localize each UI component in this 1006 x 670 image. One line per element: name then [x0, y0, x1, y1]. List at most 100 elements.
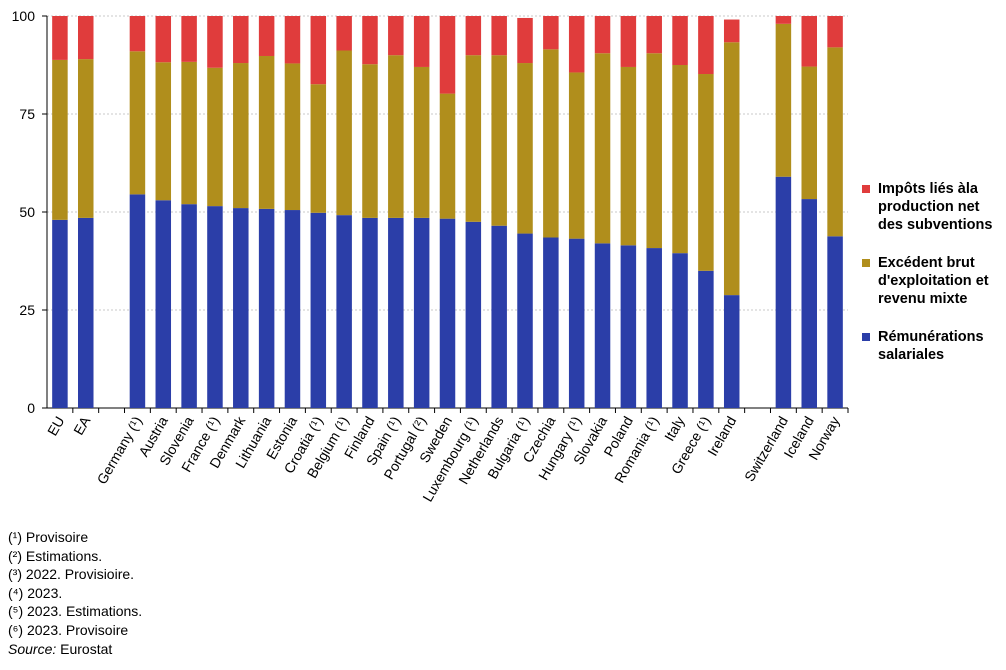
bar-segment [775, 23, 792, 177]
bar-segment [388, 55, 404, 218]
bar-segment [413, 66, 430, 218]
bar-segment [310, 212, 327, 408]
bar-segment [594, 53, 611, 244]
bar-segment [413, 16, 430, 67]
bar-segment [258, 55, 275, 209]
bar-segment [439, 218, 456, 408]
bar-segment [207, 206, 223, 408]
bar-segment [775, 16, 792, 24]
bar-segment [594, 243, 611, 408]
bar-segment [594, 16, 611, 54]
bar-segment [465, 16, 482, 56]
bar-segment [207, 67, 223, 207]
bar-segment [78, 217, 94, 408]
legend-label-taxes: Impôts liés àla production net des subve… [878, 181, 993, 233]
bar-segment [698, 16, 714, 75]
footnotes: (¹) Provisoire (²) Estimations. (³) 2022… [8, 528, 142, 658]
bar-segment [723, 19, 740, 43]
bar-segment [620, 66, 637, 246]
bar-segment [543, 16, 559, 50]
bar-segment [439, 93, 456, 219]
bar-segment [465, 55, 482, 222]
bar-segment [491, 16, 507, 56]
y-tick-label: 50 [19, 204, 35, 220]
source-text: Eurostat [56, 640, 113, 657]
bar-segment [129, 16, 146, 52]
bar-segment [672, 65, 688, 254]
bar-segment [310, 16, 327, 85]
bar-segment [181, 16, 197, 62]
bar-segment [362, 64, 378, 218]
bar-segment [543, 49, 559, 238]
y-tick-label: 0 [27, 400, 35, 416]
bar-segment [78, 16, 94, 60]
bar-segment [284, 63, 301, 211]
bar-segment [258, 16, 275, 56]
bar-segment [336, 50, 352, 216]
footnote: (⁶) 2023. Provisoire [8, 621, 129, 638]
bar-segment [517, 63, 533, 234]
bar-segment [284, 210, 301, 408]
bar-segment [181, 61, 197, 205]
bar-segment [52, 59, 68, 220]
chart-legend: Impôts liés àla production net des subve… [862, 180, 1002, 384]
y-tick-label: 100 [12, 8, 36, 24]
bar-segment [336, 16, 352, 51]
bar-segment [413, 217, 430, 408]
bar-segment [517, 233, 533, 408]
bar-segment [517, 17, 533, 64]
bar-segment [646, 53, 662, 249]
bar-segment [698, 270, 714, 408]
bar-segment [801, 199, 817, 408]
legend-label-compensation: Rémunérations salariales [878, 329, 984, 363]
legend-item-taxes: Impôts liés àla production net des subve… [862, 180, 1002, 234]
bar-segment [207, 16, 223, 68]
x-tick-label: Italy [661, 414, 688, 444]
bar-segment [362, 16, 378, 65]
bar-segment [491, 225, 507, 408]
bar-segment [52, 16, 68, 60]
y-tick-label: 25 [19, 302, 35, 318]
bar-segment [284, 16, 301, 64]
bar-segment [801, 16, 817, 67]
bar-segment [310, 84, 327, 213]
bar-segment [827, 16, 843, 48]
bar-segment [388, 217, 404, 408]
x-tick-label: EU [44, 414, 68, 439]
bar-segment [646, 248, 662, 408]
bar-segment [827, 47, 843, 237]
footnote: (⁴) 2023. [8, 584, 63, 601]
bar-segment [155, 62, 172, 201]
bar-segment [233, 16, 249, 64]
bar-segment [568, 238, 585, 408]
footnote: (⁵) 2023. Estimations. [8, 603, 143, 620]
bar-segment [439, 16, 456, 94]
legend-swatch-surplus [862, 259, 870, 267]
legend-label-surplus: Excédent brut d'exploitation et revenu m… [878, 255, 989, 307]
bar-segment [672, 16, 688, 65]
bar-segment [801, 66, 817, 200]
bar-segment [620, 16, 637, 67]
footnote: (²) Estimations. [8, 547, 103, 564]
bar-segment [723, 42, 740, 296]
bar-segment [491, 55, 507, 226]
bar-segment [698, 74, 714, 271]
bar-segment [646, 16, 662, 54]
bar-segment [568, 72, 585, 239]
bar-segment [775, 176, 792, 408]
bar-segment [233, 208, 249, 408]
bar-segment [78, 59, 94, 218]
legend-item-surplus: Excédent brut d'exploitation et revenu m… [862, 254, 1002, 308]
source-line: Source: Eurostat [8, 640, 142, 659]
bar-segment [362, 217, 378, 408]
bar-segment [388, 16, 404, 56]
bar-segment [181, 204, 197, 408]
bar-segment [620, 245, 637, 408]
bar-segment [155, 200, 172, 408]
bar-segment [155, 16, 172, 63]
footnote: (³) 2022. Provisioire. [8, 566, 135, 583]
bar-segment [129, 194, 146, 408]
legend-swatch-taxes [862, 185, 870, 193]
bar-segment [129, 51, 146, 195]
